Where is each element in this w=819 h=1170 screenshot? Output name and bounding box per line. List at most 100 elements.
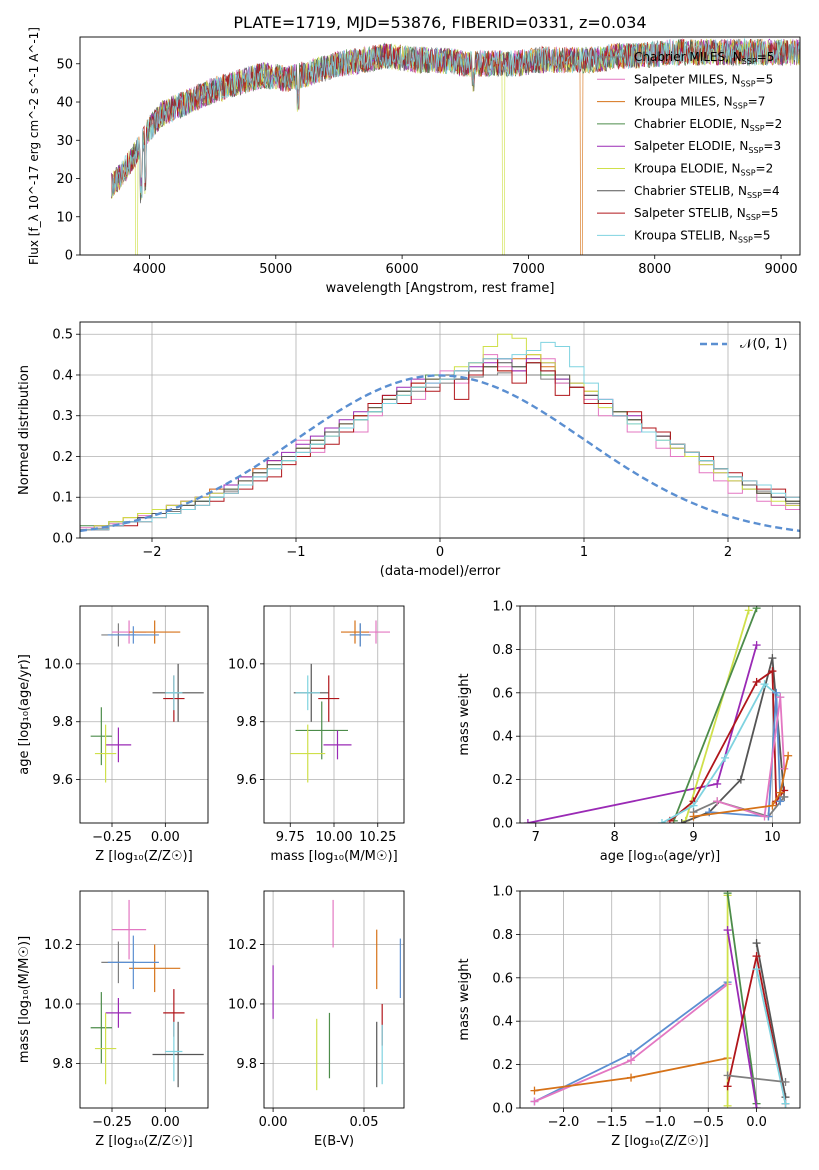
error-bar-point: [105, 998, 132, 1028]
error-bar-point: [90, 992, 112, 1064]
panel-1: 4000 5000 6000 7000 8000 9000 0 10 20 30 40 50 wavel…: [27, 27, 801, 296]
y-axis-label: Normed distribution: [17, 365, 32, 495]
error-bar-point: [351, 623, 369, 647]
y-tick-label: 10.2: [44, 938, 73, 953]
legend-count: =5: [761, 206, 779, 220]
plot-area: [80, 333, 800, 538]
plus-marker: [723, 1082, 732, 1091]
y-axis-label: age [log₁₀(age/yr)]: [17, 654, 32, 775]
legend-label: Chabrier STELIB, NSSP=4: [634, 184, 780, 200]
series-line: [527, 644, 758, 823]
y-tick-label: 20: [56, 172, 73, 187]
plus-marker: [752, 965, 761, 974]
plus-marker: [772, 688, 781, 697]
spectrum-line: [111, 38, 800, 198]
plot-area: [111, 37, 800, 255]
error-bar-point: [341, 620, 369, 644]
x-tick-label: −0.5: [692, 1115, 724, 1130]
x-tick-label: 0: [436, 545, 444, 560]
plus-marker: [677, 819, 686, 823]
axes-frame: [263, 890, 405, 1109]
legend-count: =7: [748, 95, 766, 109]
legend-count: =5: [753, 228, 771, 242]
axes-frame: [519, 890, 801, 1109]
y-tick-label: 9.6: [52, 773, 73, 788]
x-tick-label: −1: [286, 545, 305, 560]
histogram-step: [80, 362, 800, 538]
spectrum-line: [111, 37, 800, 199]
error-bar-point: [112, 899, 147, 960]
axes-frame: [519, 605, 801, 824]
plus-marker: [744, 606, 753, 615]
plot-area: [523, 606, 793, 823]
legend-text: Salpeter MILES, N: [634, 72, 741, 86]
y-tick-label: 0.4: [492, 730, 513, 745]
legend-label: Chabrier MILES, NSSP=5: [634, 50, 774, 66]
histogram-step: [80, 358, 800, 538]
plus-marker: [752, 606, 761, 613]
plus-marker: [781, 1099, 790, 1108]
error-bar-point: [295, 701, 348, 760]
legend-subscript: SSP: [747, 191, 762, 200]
x-tick-label: 10.25: [359, 830, 396, 845]
histogram-step: [80, 354, 800, 538]
y-tick-label: 0.8: [492, 928, 513, 943]
plus-marker: [776, 788, 785, 797]
x-tick-label: 10.00: [315, 830, 352, 845]
y-tick-label: 1.0: [492, 600, 513, 615]
x-tick-label: 8000: [638, 262, 671, 277]
legend-text: Kroupa STELIB, N: [634, 228, 738, 242]
y-tick-label: 50: [56, 57, 73, 72]
y-tick-label: 0.3: [52, 409, 73, 424]
y-tick-label: 0.2: [492, 1058, 513, 1073]
x-tick-label: 7000: [512, 262, 545, 277]
plus-marker: [768, 801, 777, 810]
y-axis-label: mass [log₁₀(M/M☉)]: [17, 936, 32, 1063]
error-bar-point: [290, 724, 326, 783]
x-tick-label: 9.75: [276, 830, 305, 845]
y-tick-label: 10.0: [228, 997, 257, 1012]
plus-marker: [723, 891, 732, 898]
y-tick-label: 0.6: [492, 971, 513, 986]
plus-marker: [776, 797, 785, 806]
legend-subscript: SSP: [741, 79, 756, 88]
y-tick-label: 0.4: [52, 368, 73, 383]
y-tick-label: 10: [56, 210, 73, 225]
legend-count: =4: [762, 184, 780, 198]
y-tick-label: 9.8: [236, 1057, 257, 1072]
y-axis-label: mass weight: [457, 958, 472, 1040]
legend-label: Kroupa ELODIE, NSSP=2: [634, 162, 773, 178]
x-axis-label: Z [log₁₀(Z/Z☉)]: [95, 1134, 192, 1149]
legend-count: =5: [757, 50, 775, 64]
legend-subscript: SSP: [748, 146, 763, 155]
error-bar-point: [165, 675, 183, 711]
legend-count: =3: [763, 139, 781, 153]
panel-8: −2.0 −1.5 −1.0 −0.5 0.0 0.0 0.2 0.4 0.6 0.8 1.0 Z […: [457, 885, 801, 1149]
legend-text: Kroupa ELODIE, N: [634, 162, 741, 176]
legend-text: Salpeter ELODIE, N: [634, 139, 748, 153]
y-tick-label: 0.5: [52, 328, 73, 343]
error-bar-point: [152, 1021, 204, 1088]
legend-text: Kroupa MILES, N: [634, 95, 733, 109]
y-tick-label: 10.0: [228, 657, 257, 672]
plus-marker: [657, 819, 666, 823]
y-tick-label: 0.1: [52, 491, 73, 506]
y-axis-label: mass weight: [457, 673, 472, 755]
series-line: [709, 692, 782, 818]
x-tick-label: 1: [580, 545, 588, 560]
y-tick-label: 10.0: [44, 997, 73, 1012]
plus-marker: [723, 1071, 732, 1080]
series-line: [726, 893, 758, 1104]
plot-area: [290, 620, 390, 783]
series-line: [693, 755, 790, 818]
plot-area: [530, 891, 790, 1108]
legend-count: =2: [765, 117, 783, 131]
histogram-step: [80, 358, 800, 538]
plus-marker: [752, 939, 761, 948]
error-bar-point: [107, 935, 159, 990]
histogram-step: [80, 358, 800, 538]
legend-label: 𝒩(0, 1): [740, 337, 787, 352]
legend-count: =2: [756, 162, 774, 176]
